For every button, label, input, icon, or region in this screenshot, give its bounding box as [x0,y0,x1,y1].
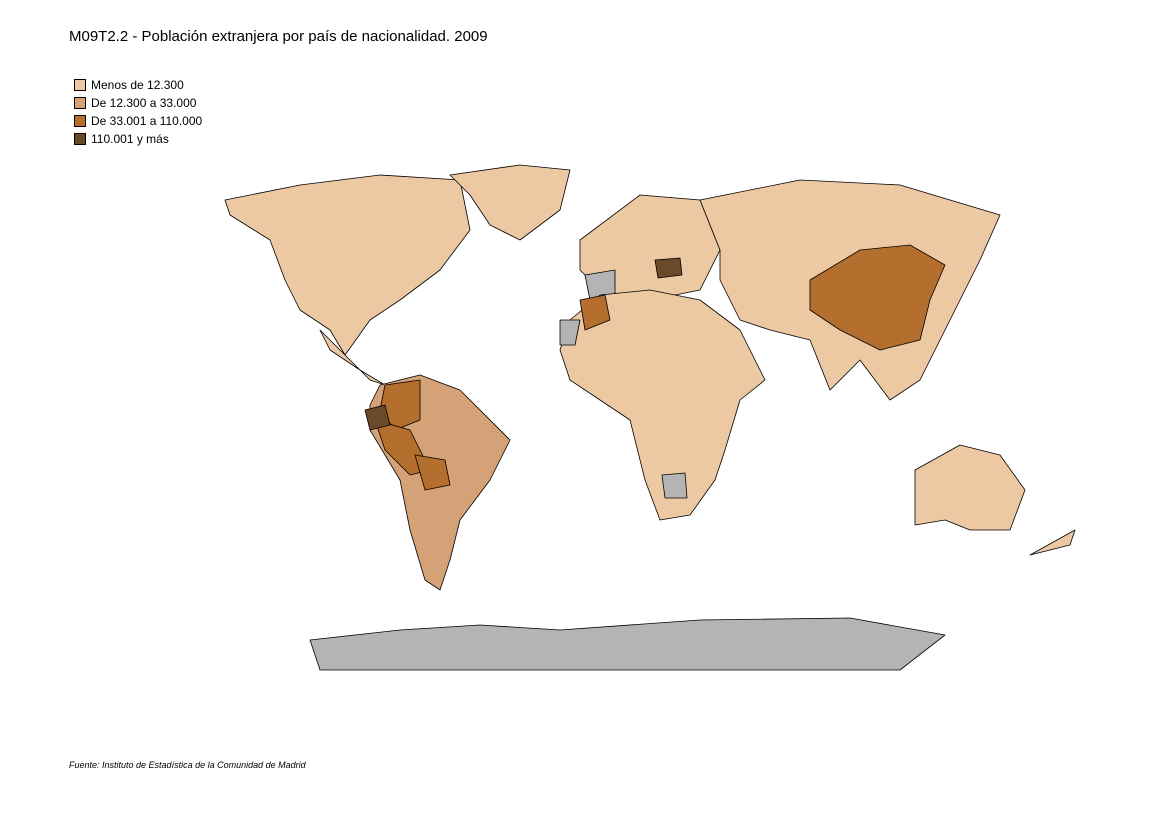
botswana [661,472,688,499]
legend-swatch [74,133,86,145]
legend-swatch [74,97,86,109]
australia [914,444,1026,531]
bolivia [414,454,451,491]
legend-swatch [74,79,86,91]
north-america [224,174,471,356]
morocco [579,294,611,331]
legend-item: De 33.001 a 110.000 [74,112,202,130]
africa [559,289,766,521]
legend-item: De 12.300 a 33.000 [74,94,202,112]
legend-label: 110.001 y más [91,132,169,146]
ecuador [364,404,391,431]
legend-item: Menos de 12.300 [74,76,202,94]
source-note: Fuente: Instituto de Estadística de la C… [69,760,306,770]
legend-item: 110.001 y más [74,130,202,148]
legend-swatch [74,115,86,127]
antarctica [309,617,946,671]
legend-label: De 33.001 a 110.000 [91,114,203,128]
western-sahara [559,319,581,346]
legend-label: De 12.300 a 33.000 [91,96,197,110]
new-zealand [1029,529,1076,556]
map-title: M09T2.2 - Población extranjera por país … [69,28,488,45]
legend: Menos de 12.300 De 12.300 a 33.000 De 33.0… [74,76,202,148]
china [809,244,946,351]
legend-label: Menos de 12.300 [91,78,184,92]
romania [654,257,683,279]
greenland [449,164,571,241]
